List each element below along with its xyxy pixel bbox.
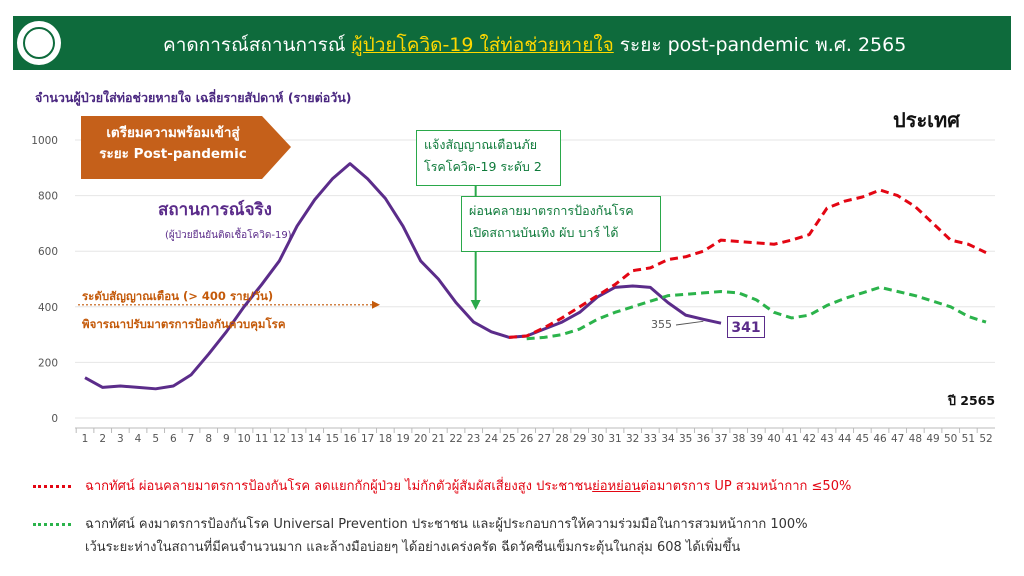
header-bar: คาดการณ์สถานการณ์ ผู้ป่วยโควิด-19 ใส่ท่อ…: [13, 16, 1011, 70]
x-tick-47: 47: [891, 433, 904, 445]
x-tick-3: 3: [117, 433, 124, 445]
x-tick-19: 19: [396, 433, 409, 445]
x-tick-23: 23: [467, 433, 480, 445]
x-tick-9: 9: [223, 433, 230, 445]
x-tick-28: 28: [555, 433, 568, 445]
value-label-341: 341: [727, 316, 765, 338]
x-tick-10: 10: [237, 433, 250, 445]
label-355-connector: [675, 320, 704, 326]
x-tick-38: 38: [732, 433, 745, 445]
x-tick-52: 52: [979, 433, 992, 445]
x-tick-37: 37: [714, 433, 727, 445]
x-tick-51: 51: [962, 433, 975, 445]
y-tick-200: 200: [38, 357, 58, 369]
x-tick-27: 27: [538, 433, 551, 445]
alert-level-label: ระดับสัญญาณเตือน (> 400 ราย/วัน): [82, 289, 274, 303]
alert-level-note: พิจารณาปรับมาตรการป้องกันควบคุมโรค: [82, 317, 286, 331]
x-tick-45: 45: [856, 433, 869, 445]
x-tick-49: 49: [926, 433, 939, 445]
x-tick-50: 50: [944, 433, 957, 445]
x-tick-34: 34: [661, 433, 675, 445]
x-tick-46: 46: [873, 433, 887, 445]
y-tick-0: 0: [51, 413, 58, 425]
x-axis-label: ปี 2565: [948, 393, 996, 408]
x-tick-48: 48: [909, 433, 922, 445]
x-tick-39: 39: [750, 433, 763, 445]
y-tick-600: 600: [38, 246, 58, 258]
x-tick-11: 11: [255, 433, 268, 445]
y-axis-label: จำนวนผู้ป่วยใส่ท่อช่วยหายใจ เฉลี่ยรายสัป…: [35, 90, 352, 105]
legend-green-dash: [33, 523, 71, 526]
x-tick-25: 25: [502, 433, 515, 445]
actual-series-sublabel: (ผู้ป่วยยืนยันติดเชื้อโควิด-19): [165, 230, 292, 241]
title-highlight: ผู้ป่วยโควิด-19 ใส่ท่อช่วยหายใจ: [351, 34, 614, 56]
page-title: คาดการณ์สถานการณ์ ผู้ป่วยโควิด-19 ใส่ท่อ…: [163, 34, 907, 56]
ministry-seal-icon: [17, 21, 61, 65]
x-tick-31: 31: [608, 433, 621, 445]
y-tick-400: 400: [38, 302, 58, 314]
x-tick-16: 16: [343, 433, 357, 445]
x-tick-40: 40: [767, 433, 780, 445]
y-tick-800: 800: [38, 191, 58, 203]
x-tick-21: 21: [432, 433, 445, 445]
y-tick-1000: 1000: [31, 135, 58, 147]
alert-arrowhead-green: [470, 300, 481, 310]
value-label-355: 355: [651, 318, 672, 331]
x-tick-43: 43: [820, 433, 833, 445]
x-tick-29: 29: [573, 433, 586, 445]
x-tick-32: 32: [626, 433, 639, 445]
x-tick-7: 7: [188, 433, 195, 445]
x-tick-17: 17: [361, 433, 374, 445]
x-tick-22: 22: [449, 433, 462, 445]
x-tick-4: 4: [135, 433, 142, 445]
x-tick-14: 14: [308, 433, 322, 445]
x-tick-35: 35: [679, 433, 692, 445]
series-line-0: [84, 162, 722, 391]
actual-series-label: สถานการณ์จริง: [158, 200, 272, 220]
relaxation-annotation-box: ผ่อนคลายมาตรการป้องกันโรค เปิดสถานบันเทิ…: [461, 196, 661, 252]
x-tick-12: 12: [273, 433, 286, 445]
x-tick-18: 18: [379, 433, 392, 445]
x-tick-5: 5: [152, 433, 159, 445]
x-tick-6: 6: [170, 433, 177, 445]
x-tick-42: 42: [803, 433, 816, 445]
post-pandemic-arrow: [81, 116, 291, 179]
x-tick-33: 33: [644, 433, 657, 445]
x-tick-1: 1: [82, 433, 89, 445]
x-tick-24: 24: [485, 433, 499, 445]
x-tick-41: 41: [785, 433, 798, 445]
x-tick-20: 20: [414, 433, 427, 445]
series-line-1: [508, 188, 987, 339]
region-label: ประเทศ: [893, 108, 960, 132]
alert-annotation-box: แจ้งสัญญาณเตือนภัย โรคโควิด-19 ระดับ 2: [416, 130, 561, 186]
x-tick-15: 15: [326, 433, 339, 445]
legend-maintained-scenario-line2: เว้นระยะห่างในสถานที่มีคนจำนวนมาก และล้า…: [85, 540, 741, 555]
x-tick-36: 36: [697, 433, 711, 445]
x-tick-13: 13: [290, 433, 303, 445]
x-tick-30: 30: [591, 433, 604, 445]
x-tick-44: 44: [838, 433, 852, 445]
series-line-2: [526, 285, 987, 341]
x-tick-8: 8: [205, 433, 212, 445]
legend-red-dash: [33, 485, 71, 488]
x-tick-26: 26: [520, 433, 534, 445]
legend-relaxed-scenario: ฉากทัศน์ ผ่อนคลายมาตรการป้องกันโรค ลดแยก…: [33, 475, 851, 496]
x-tick-2: 2: [99, 433, 106, 445]
legend-maintained-scenario: ฉากทัศน์ คงมาตรการป้องกันโรค Universal P…: [33, 513, 808, 534]
alert-arrowhead: [372, 300, 380, 309]
post-pandemic-arrow-text: เตรียมความพร้อมเข้าสู่ ระยะ Post-pandemi…: [99, 125, 247, 162]
